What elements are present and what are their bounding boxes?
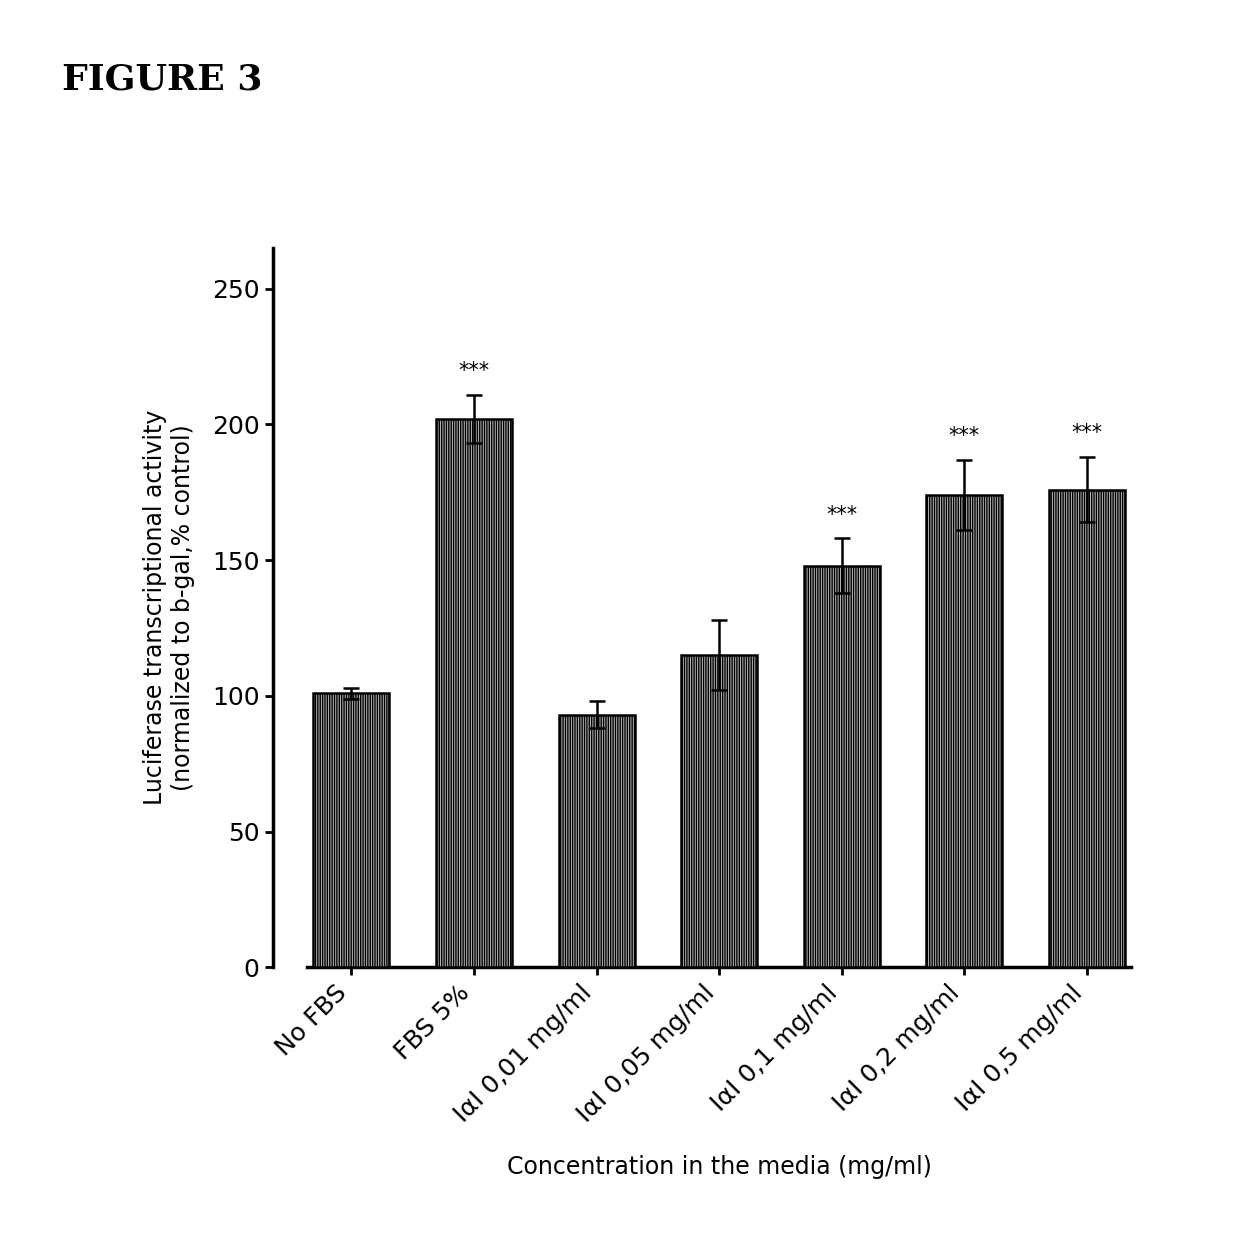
Bar [314, 693, 389, 967]
Bar [804, 565, 880, 967]
Text: FIGURE 3: FIGURE 3 [62, 62, 263, 95]
Bar [1049, 490, 1125, 967]
Bar [558, 714, 635, 967]
Text: ***: *** [826, 505, 857, 525]
Text: ***: *** [949, 427, 980, 446]
Text: ***: *** [1071, 423, 1102, 444]
Bar [926, 495, 1002, 967]
Y-axis label: Luciferase transcriptional activity
(normalized to b-gal,% control): Luciferase transcriptional activity (nor… [144, 410, 195, 805]
Bar [681, 655, 758, 967]
Bar [436, 419, 512, 967]
Text: ***: *** [459, 361, 490, 381]
X-axis label: Concentration in the media (mg/ml): Concentration in the media (mg/ml) [507, 1154, 931, 1179]
